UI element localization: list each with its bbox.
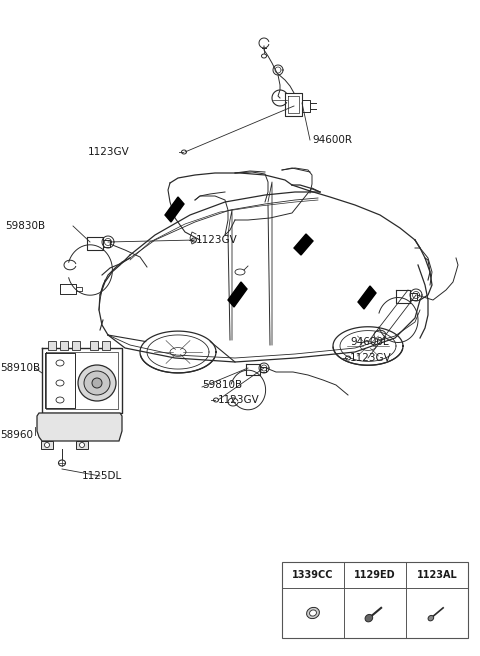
Bar (60, 341, 68, 350)
Text: 58960: 58960 (0, 430, 33, 440)
Polygon shape (294, 234, 313, 255)
Ellipse shape (45, 443, 49, 447)
Polygon shape (228, 282, 247, 307)
Polygon shape (165, 197, 184, 222)
Ellipse shape (84, 371, 110, 395)
Text: 59830B: 59830B (5, 221, 45, 231)
Text: 1123GV: 1123GV (350, 353, 392, 363)
Text: 1129ED: 1129ED (354, 570, 396, 580)
Text: 94600L: 94600L (350, 337, 389, 347)
Ellipse shape (310, 610, 316, 616)
Text: 1123AL: 1123AL (417, 570, 457, 580)
Ellipse shape (56, 360, 64, 366)
Ellipse shape (59, 460, 65, 466)
Text: 59810B: 59810B (202, 380, 242, 390)
Text: 58910B: 58910B (0, 363, 40, 373)
Bar (90, 341, 98, 350)
Text: 1339CC: 1339CC (292, 570, 334, 580)
Ellipse shape (92, 378, 102, 388)
Bar (102, 341, 110, 350)
Bar (48, 341, 56, 350)
Text: 1123GV: 1123GV (88, 147, 130, 157)
Ellipse shape (56, 380, 64, 386)
Ellipse shape (428, 615, 433, 621)
Text: 94600R: 94600R (312, 135, 352, 145)
Ellipse shape (365, 615, 372, 622)
Ellipse shape (80, 443, 84, 447)
Text: 1123GV: 1123GV (196, 235, 238, 245)
Polygon shape (37, 413, 122, 441)
Text: 1123GV: 1123GV (218, 395, 260, 405)
Text: 1125DL: 1125DL (82, 471, 122, 481)
Ellipse shape (56, 397, 64, 403)
Bar (41, 441, 53, 449)
Bar (282, 562, 468, 638)
Bar (76, 441, 88, 449)
Polygon shape (358, 286, 376, 309)
Bar (72, 341, 80, 350)
Ellipse shape (78, 365, 116, 401)
Ellipse shape (307, 607, 319, 619)
